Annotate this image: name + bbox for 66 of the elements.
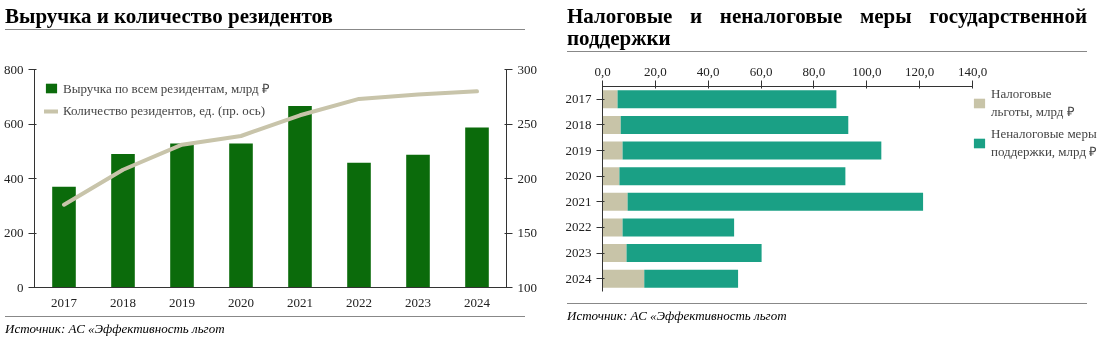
x-tick-label: 2019: [169, 294, 195, 310]
x-tick-label: 20,0: [643, 63, 667, 79]
y-tick-label: 2024: [565, 270, 592, 286]
x-tick-label: 60,0: [749, 63, 773, 79]
x-tick-label: 2023: [405, 294, 431, 310]
chart-title: Выручка и количество резидентов: [5, 4, 525, 30]
bar: [602, 244, 627, 263]
legend-label: Выручка по всем резидентам, млрд ₽: [63, 80, 270, 97]
bar: [52, 186, 76, 288]
y2-tick-label: 300: [517, 61, 537, 77]
text: Источник: АС «Эффективность льгот: [5, 316, 525, 339]
y2-tick-label: 100: [517, 279, 537, 295]
x-tick-label: 80,0: [802, 63, 826, 79]
y2-tick-label: 250: [517, 116, 537, 131]
x-tick-label: 2022: [346, 294, 372, 310]
y-tick-label: 2017: [565, 91, 592, 107]
x-tick-label: 100,0: [852, 63, 882, 79]
x-tick-label: 2017: [51, 294, 78, 310]
y-tick-label: 2018: [565, 116, 592, 132]
bar: [170, 143, 194, 288]
y-tick-label: 600: [4, 116, 24, 131]
y-tick-label: 200: [4, 225, 24, 240]
text: Источник: АС «Эффективность льгот: [567, 303, 1087, 326]
y-tick-label: 400: [4, 170, 24, 186]
bar: [602, 141, 623, 160]
bar: [619, 167, 846, 186]
bar: [602, 192, 628, 211]
x-tick-label: 2018: [110, 294, 136, 310]
x-tick-label: 40,0: [696, 63, 720, 79]
legend-label: Налоговые льготы, млрд ₽: [991, 86, 1075, 120]
x-tick-label: 2020: [228, 294, 254, 310]
bar: [602, 269, 645, 288]
bar: [406, 154, 430, 288]
x-tick-label: 140,0: [957, 63, 988, 79]
y-tick-label: 2020: [565, 168, 592, 184]
bar: [602, 115, 621, 134]
bar: [602, 90, 618, 109]
bar: [111, 153, 135, 288]
bar: [622, 218, 735, 237]
y-tick-label: 2021: [565, 193, 592, 209]
y-tick-label: 2019: [565, 142, 592, 158]
y2-tick-label: 150: [517, 225, 537, 240]
bar: [347, 162, 371, 288]
legend-label: Неналоговые меры поддержки, млрд ₽: [991, 126, 1097, 160]
bar: [622, 141, 882, 160]
x-tick-label: 2024: [464, 294, 491, 310]
chart-title: Налоговые и неналоговые меры государственной поддержки: [567, 4, 1087, 52]
x-tick-label: 2021: [287, 294, 313, 310]
bar: [229, 143, 253, 288]
bar: [626, 244, 762, 263]
y2-tick-label: 200: [517, 170, 537, 186]
bar: [602, 218, 623, 237]
x-tick-label: 120,0: [905, 63, 935, 79]
bar: [288, 106, 312, 288]
bar: [620, 115, 849, 134]
bar: [602, 167, 620, 186]
bar: [617, 90, 837, 109]
y-tick-label: 800: [4, 61, 24, 77]
bar: [644, 269, 739, 288]
bar: [627, 192, 924, 211]
x-tick-label: 0,0: [594, 63, 611, 79]
y-tick-label: 0: [17, 279, 24, 295]
bar: [465, 127, 489, 288]
legend-label: Количество резидентов, ед. (пр. ось): [63, 103, 266, 119]
y-tick-label: 2023: [565, 245, 592, 261]
y-tick-label: 2022: [565, 219, 592, 235]
